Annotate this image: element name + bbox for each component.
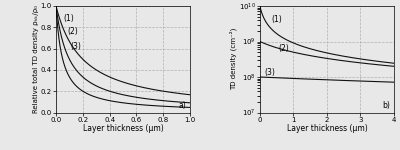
Text: (3): (3) — [264, 68, 275, 77]
Text: (1): (1) — [63, 14, 74, 23]
Y-axis label: TD density (cm⁻²): TD density (cm⁻²) — [230, 28, 237, 90]
Text: (2): (2) — [278, 44, 289, 53]
X-axis label: Layer thickness (μm): Layer thickness (μm) — [83, 124, 164, 133]
X-axis label: Layer thickness (μm): Layer thickness (μm) — [286, 124, 367, 133]
Y-axis label: Relative total TD density ρₕₖ/ρ₀: Relative total TD density ρₕₖ/ρ₀ — [33, 5, 39, 113]
Text: (1): (1) — [272, 15, 282, 24]
Text: (3): (3) — [71, 42, 82, 51]
Text: b): b) — [382, 101, 390, 110]
Text: (2): (2) — [68, 27, 78, 36]
Text: a): a) — [178, 101, 186, 110]
